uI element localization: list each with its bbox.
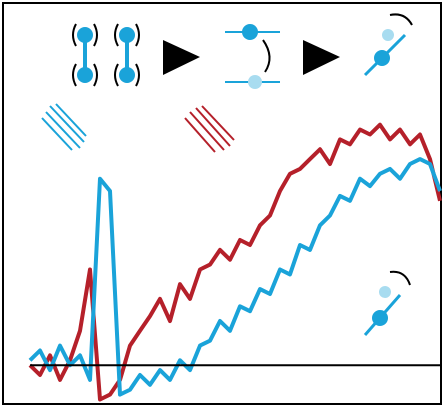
chart (0, 0, 444, 407)
